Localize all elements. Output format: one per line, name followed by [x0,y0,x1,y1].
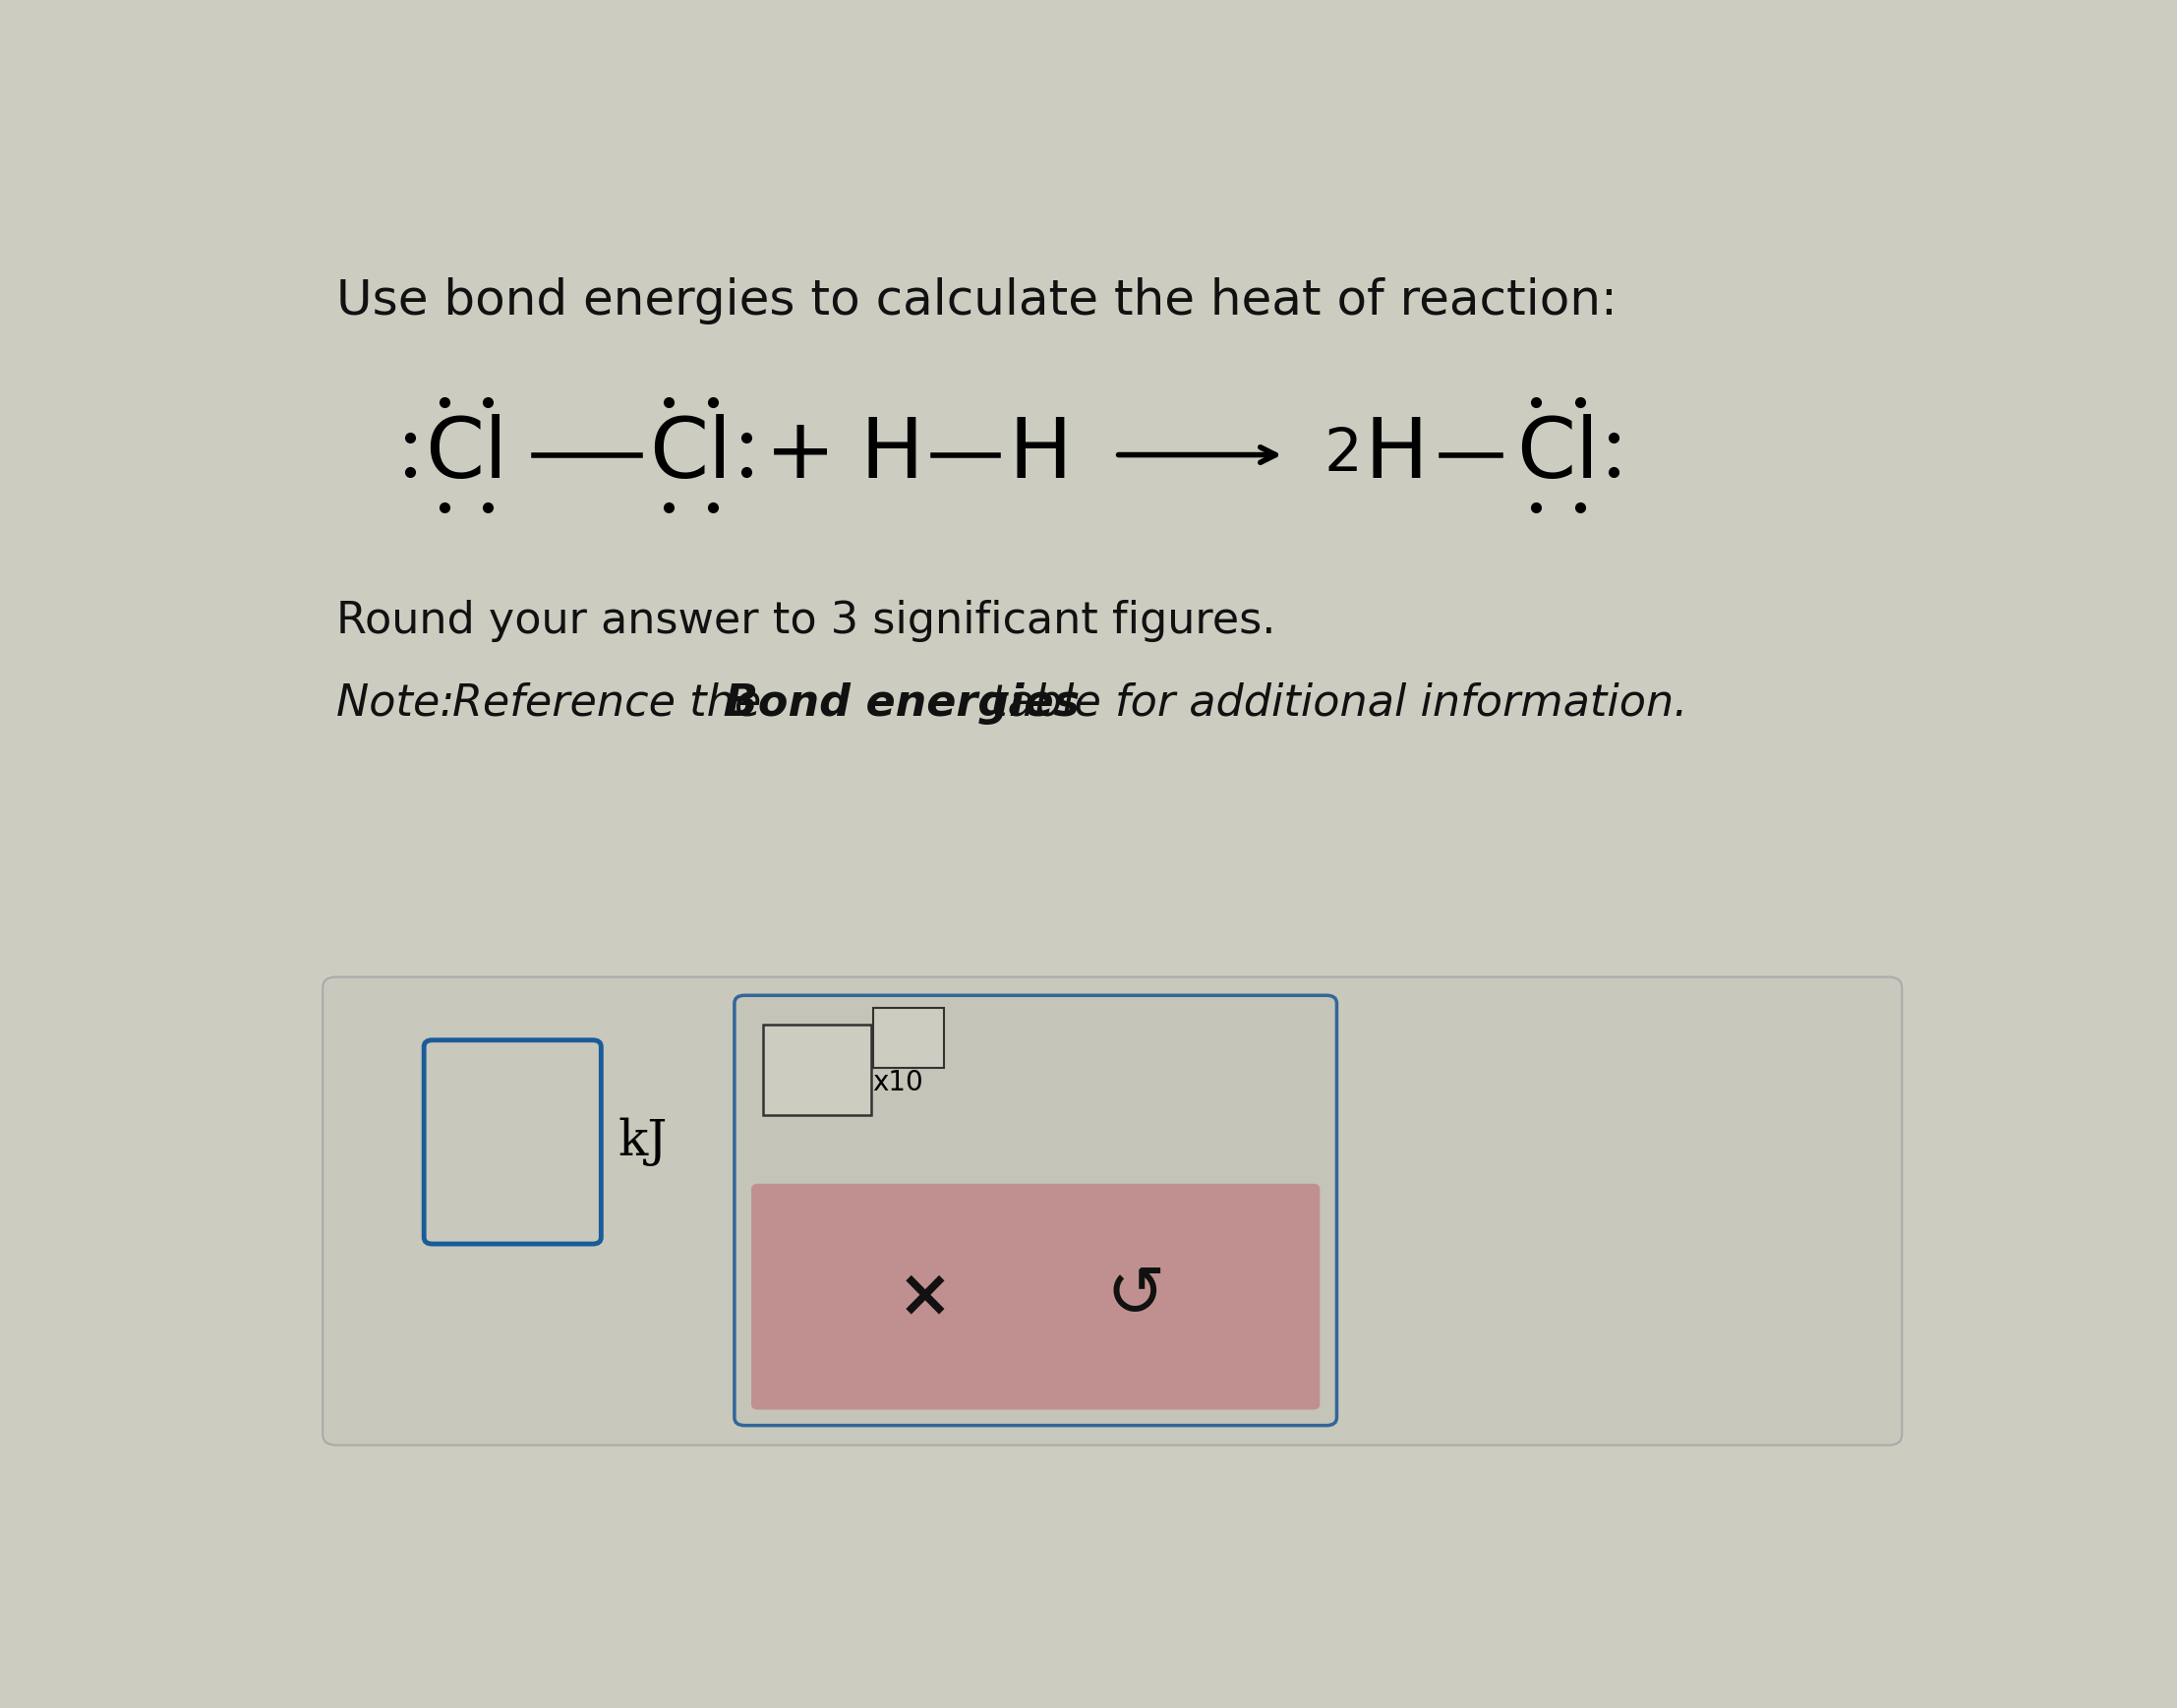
Text: +: + [764,413,836,495]
Text: H: H [1363,413,1428,495]
Text: x10: x10 [873,1069,923,1097]
Text: Cl: Cl [425,413,507,495]
FancyBboxPatch shape [873,1008,943,1068]
Text: Use bond energies to calculate the heat of reaction:: Use bond energies to calculate the heat … [335,277,1618,325]
Text: Note:: Note: [335,683,468,724]
FancyBboxPatch shape [751,1184,1319,1409]
Text: table for additional information.: table for additional information. [977,683,1687,724]
Text: ↺: ↺ [1106,1262,1165,1331]
Text: Cl: Cl [1517,413,1600,495]
Text: Reference the: Reference the [453,683,775,724]
Text: Bond energies: Bond energies [725,683,1080,724]
FancyBboxPatch shape [734,996,1337,1426]
FancyBboxPatch shape [764,1025,871,1115]
FancyBboxPatch shape [425,1040,601,1243]
Text: H: H [1008,413,1071,495]
Text: Cl: Cl [649,413,731,495]
Text: ×: × [897,1264,951,1329]
Text: 2: 2 [1324,425,1363,483]
Text: kJ: kJ [618,1117,668,1167]
FancyBboxPatch shape [322,977,1903,1445]
Text: Round your answer to 3 significant figures.: Round your answer to 3 significant figur… [335,600,1276,642]
Text: H: H [860,413,923,495]
